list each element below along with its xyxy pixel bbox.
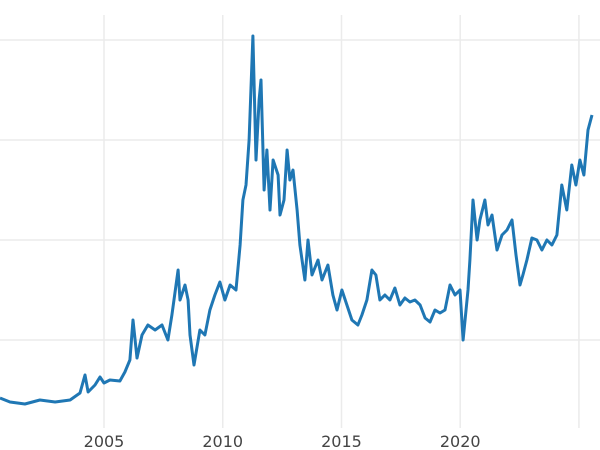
- horizontal-gridlines: [0, 39, 600, 341]
- x-axis-tick-labels: 2005 2010 2015 2020: [84, 432, 481, 450]
- vertical-gridlines: [103, 15, 580, 428]
- price-series-line: [0, 34, 594, 406]
- x-tick-label: 2015: [321, 432, 362, 450]
- x-tick-label: 2020: [440, 432, 481, 450]
- x-tick-label: 2010: [202, 432, 243, 450]
- x-tick-label: 2005: [84, 432, 125, 450]
